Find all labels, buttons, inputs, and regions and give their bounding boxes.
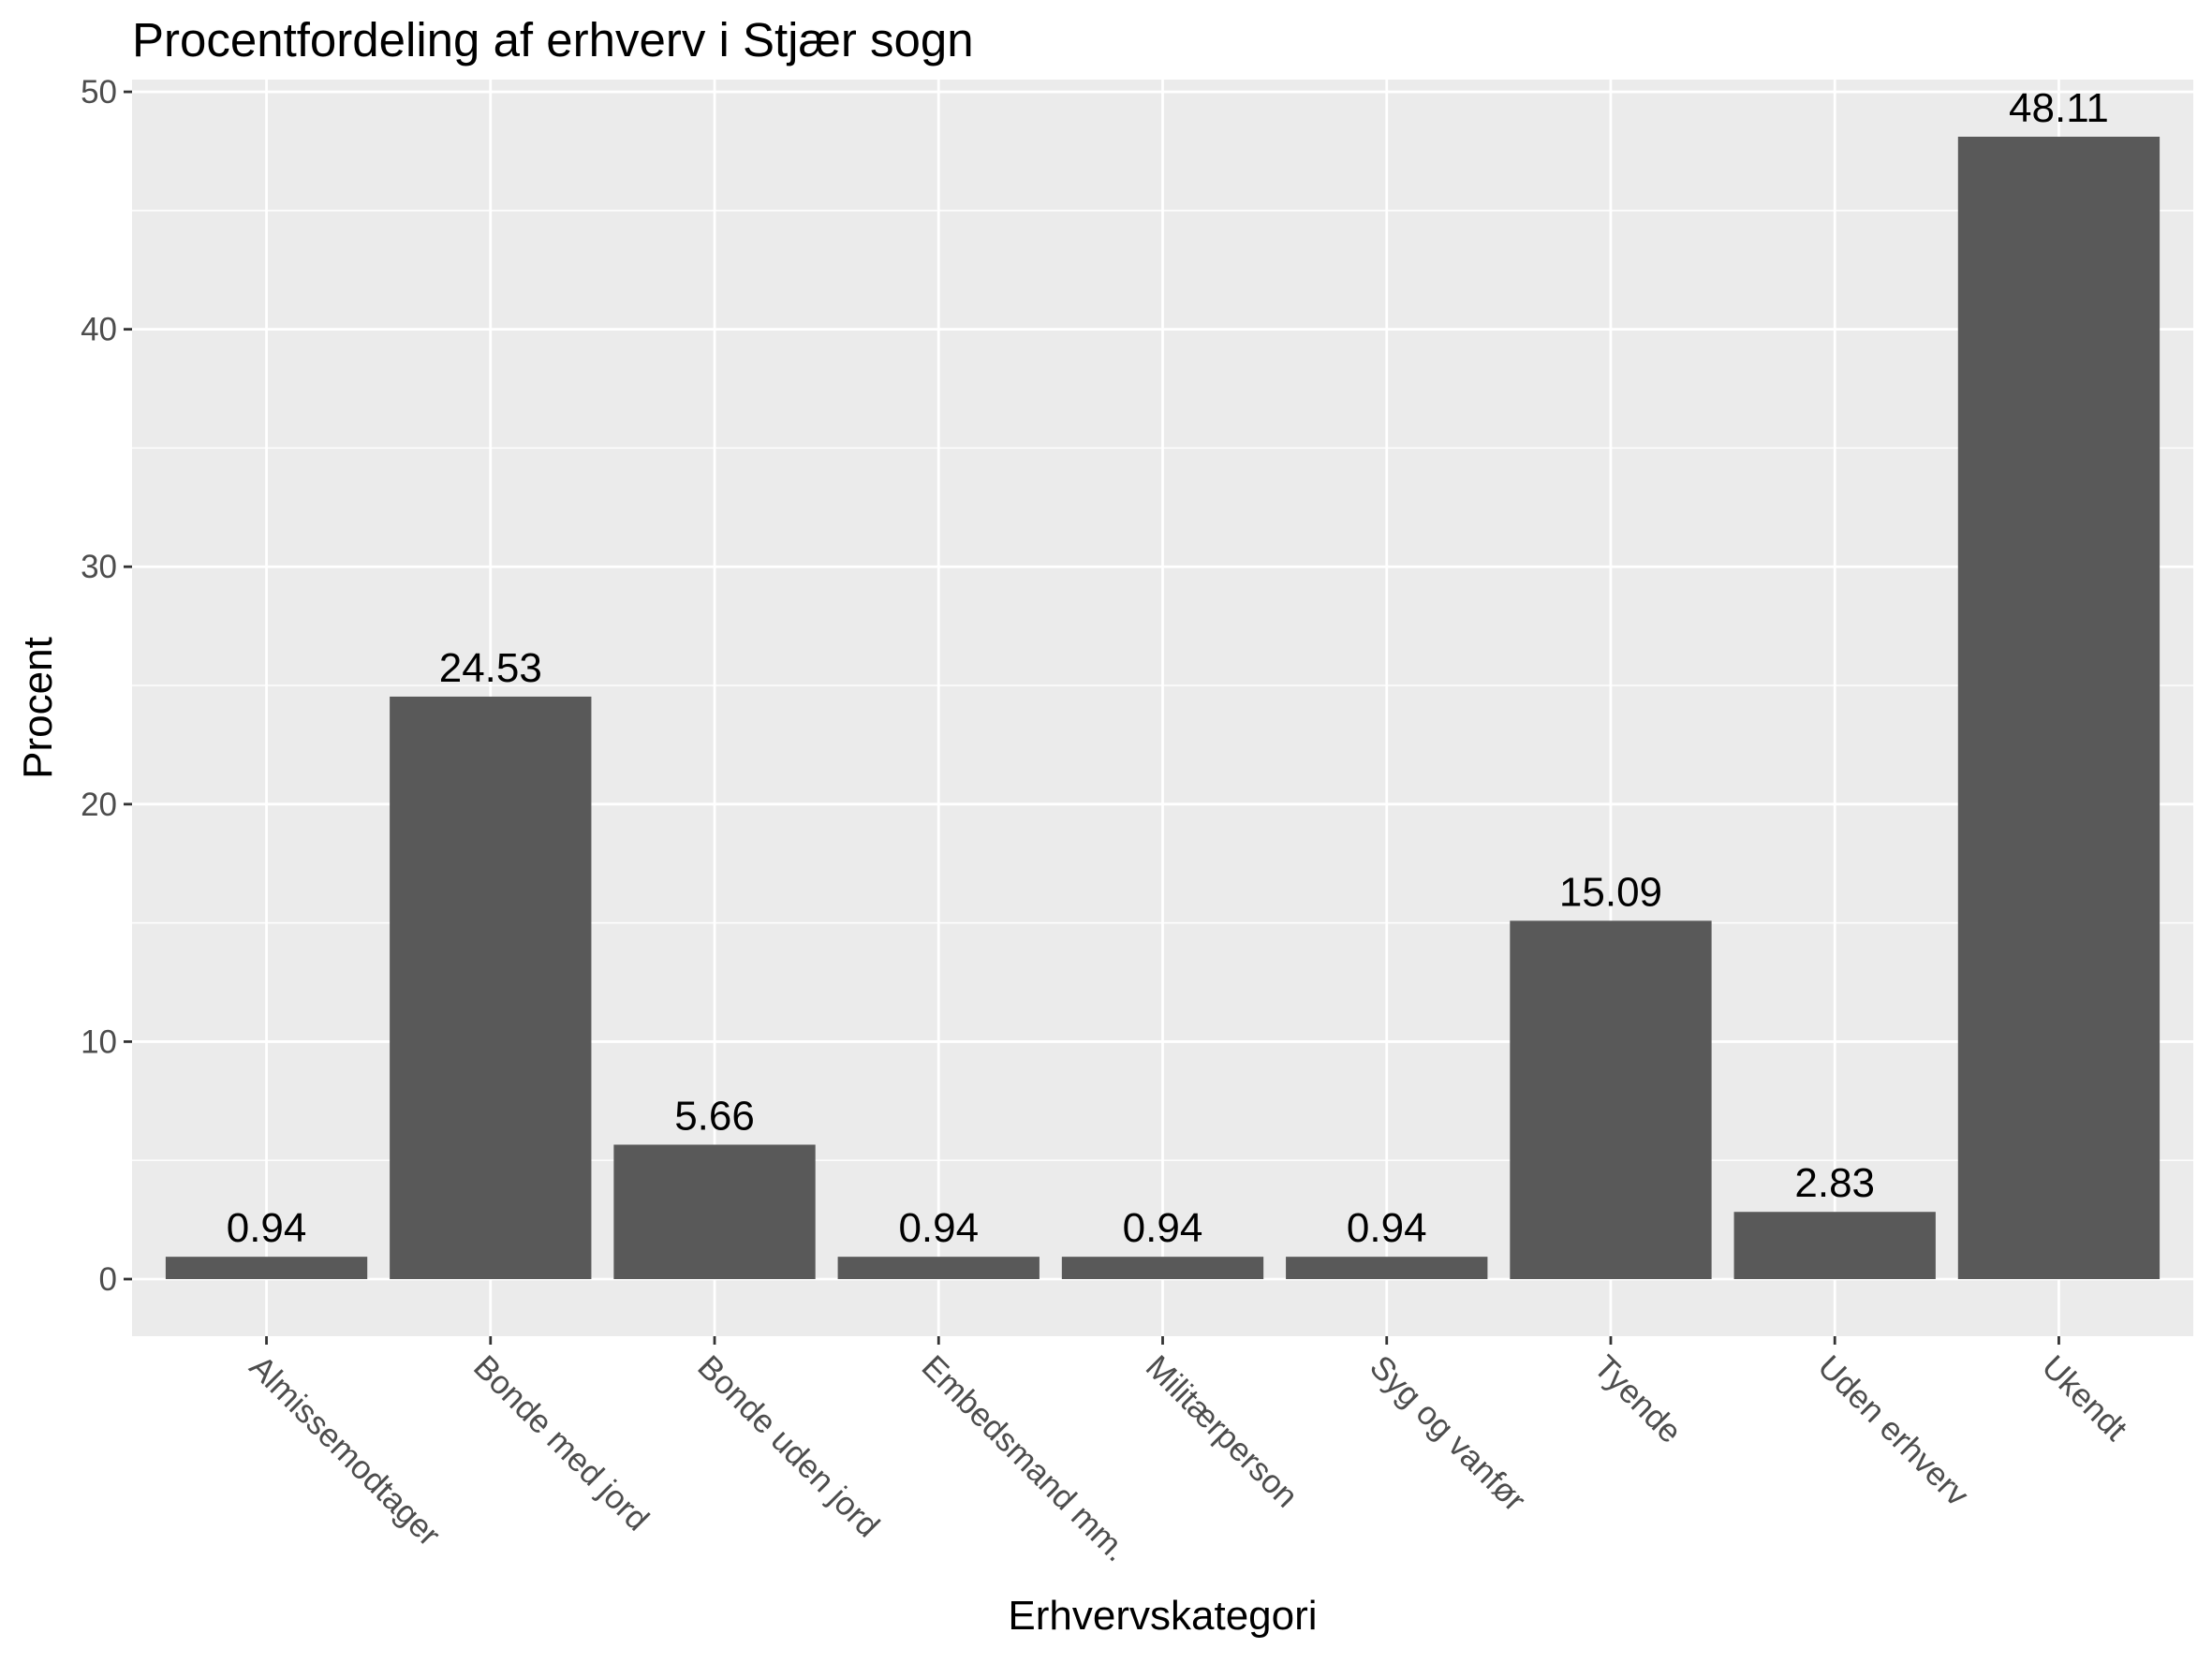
y-tick-label: 30: [81, 549, 117, 585]
data-label: 0.94: [227, 1205, 307, 1251]
bar: [390, 696, 592, 1279]
bar: [1733, 1212, 1936, 1279]
y-tick-label: 50: [81, 74, 117, 110]
data-label: 0.94: [898, 1205, 979, 1251]
bar: [837, 1257, 1040, 1279]
chart-title: Procentfordeling af erhverv i Stjær sogn: [132, 13, 974, 66]
bar: [1286, 1257, 1488, 1279]
bar: [613, 1144, 816, 1279]
bar: [1061, 1257, 1264, 1279]
y-tick-label: 10: [81, 1023, 117, 1060]
bar: [165, 1257, 368, 1279]
bar: [1510, 920, 1712, 1279]
x-tick-label: Syg og vanfør: [1363, 1348, 1533, 1519]
x-tick-label: Tyende: [1586, 1348, 1688, 1450]
bar: [1957, 137, 2160, 1279]
data-label: 5.66: [674, 1093, 755, 1139]
bars: [165, 137, 2160, 1279]
y-tick-label: 20: [81, 787, 117, 823]
x-tick-label: Ukendt: [2035, 1348, 2134, 1448]
data-label: 0.94: [1123, 1205, 1203, 1251]
x-tick-label: Militærperson: [1139, 1348, 1305, 1514]
data-label: 15.09: [1559, 869, 1662, 915]
y-tick-label: 40: [81, 312, 117, 348]
data-label: 0.94: [1347, 1205, 1427, 1251]
data-labels: 0.94 24.53 5.66 0.94 0.94 0.94 15.09 2.83 48.11: [227, 85, 2109, 1251]
y-tick-label: 0: [99, 1261, 117, 1298]
data-label: 24.53: [439, 645, 542, 691]
x-axis-title: Erhvervskategori: [1008, 1593, 1317, 1639]
x-tick-label: Embedsmand mm.: [915, 1348, 1135, 1568]
x-tick-label: Bonde med jord: [466, 1348, 656, 1538]
data-label: 2.83: [1794, 1160, 1875, 1206]
x-tick-label: Uden erhverv: [1811, 1348, 1976, 1513]
data-label: 48.11: [2009, 85, 2109, 131]
x-axis: Almissemodtager Bonde med jord Bonde uden …: [243, 1336, 2134, 1568]
y-axis-title: Procent: [15, 637, 61, 779]
x-tick-label: Bonde uden jord: [690, 1348, 886, 1544]
x-tick-label: Almissemodtager: [243, 1348, 448, 1553]
y-axis: 0 10 20 30 40 50: [81, 74, 132, 1298]
